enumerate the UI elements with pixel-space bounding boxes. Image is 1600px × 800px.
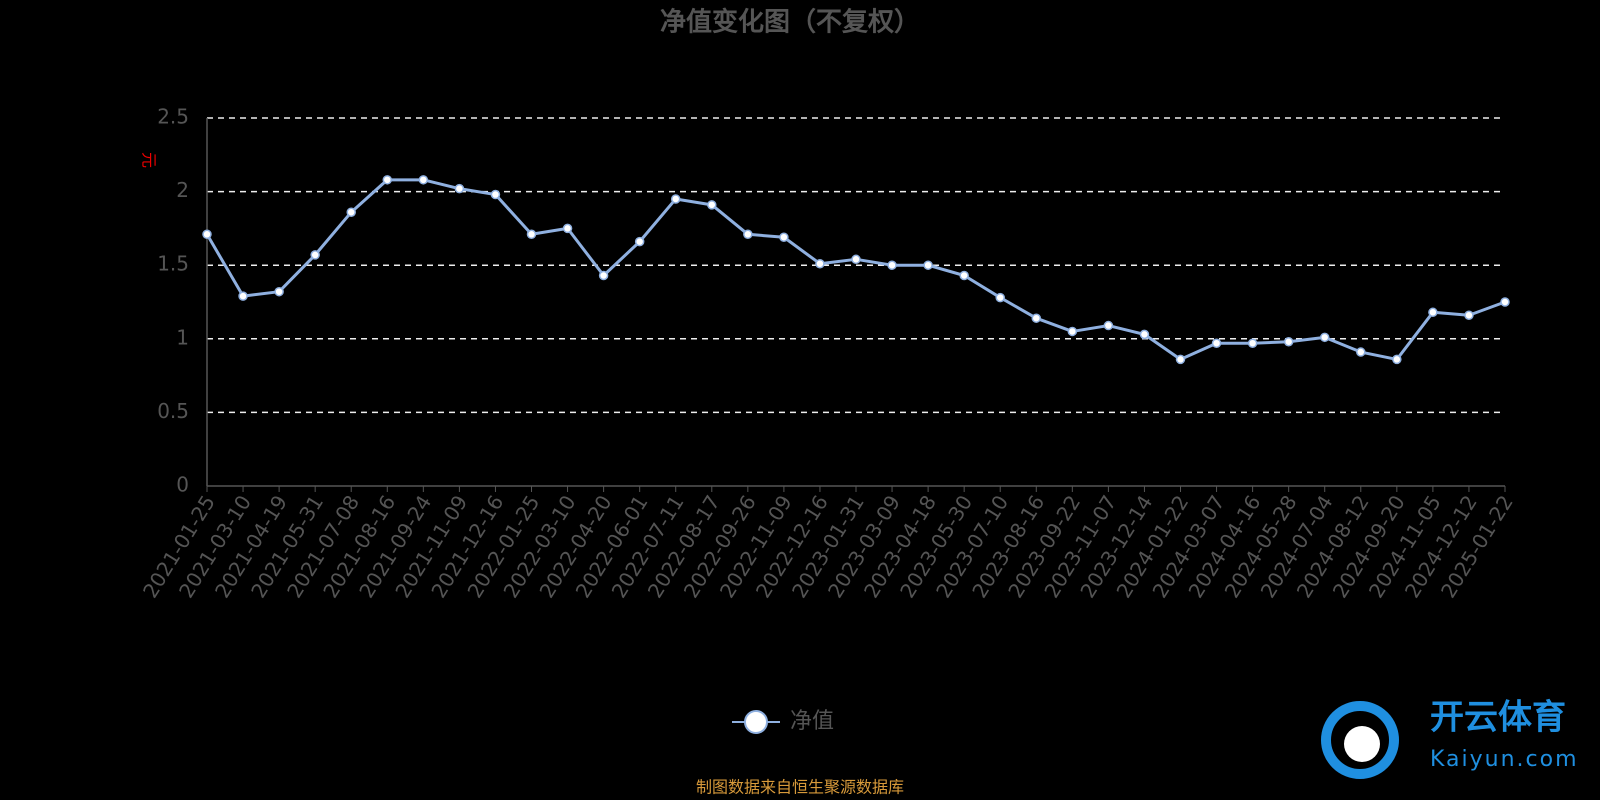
point bbox=[202, 229, 212, 240]
watermark-name: 开云体育 bbox=[1430, 698, 1566, 738]
point bbox=[346, 207, 356, 217]
watermark: 开云体育 Kaiyun.com bbox=[1321, 698, 1579, 779]
y-axis-label: 元 bbox=[140, 152, 159, 168]
y-tick-label: 1 bbox=[176, 325, 189, 349]
point bbox=[1500, 297, 1510, 307]
point bbox=[1283, 336, 1294, 347]
point bbox=[1103, 320, 1114, 331]
legend-label: 净值 bbox=[790, 709, 834, 734]
point bbox=[995, 292, 1005, 303]
y-tick-label: 1.5 bbox=[157, 252, 189, 276]
legend-marker bbox=[744, 710, 768, 734]
point bbox=[670, 194, 681, 204]
point bbox=[1031, 313, 1042, 323]
y-tick-label: 0.5 bbox=[157, 399, 189, 423]
point bbox=[1428, 307, 1438, 318]
point bbox=[238, 291, 248, 301]
point bbox=[779, 232, 789, 242]
point bbox=[887, 260, 897, 270]
logo-ball bbox=[1344, 726, 1380, 762]
point bbox=[1319, 332, 1330, 343]
watermark-site: Kaiyun.com bbox=[1430, 747, 1579, 772]
point bbox=[851, 254, 861, 265]
logo-ring bbox=[1321, 701, 1399, 779]
point bbox=[923, 260, 933, 270]
y-tick-label: 2.5 bbox=[157, 105, 189, 129]
point bbox=[1175, 354, 1186, 365]
y-tick-label: 0 bbox=[176, 473, 189, 497]
point bbox=[310, 250, 320, 260]
point bbox=[490, 189, 501, 200]
point bbox=[418, 175, 429, 185]
point bbox=[454, 183, 465, 194]
chart-title: 净值变化图（不复权） bbox=[660, 7, 920, 38]
point bbox=[1247, 338, 1258, 348]
point bbox=[1139, 329, 1150, 340]
point bbox=[815, 258, 825, 269]
point bbox=[1464, 310, 1474, 320]
point bbox=[1356, 347, 1366, 357]
point bbox=[274, 286, 284, 297]
point bbox=[743, 229, 753, 240]
point bbox=[598, 270, 609, 281]
point bbox=[526, 229, 537, 240]
point bbox=[1211, 338, 1222, 348]
point bbox=[707, 200, 717, 210]
point bbox=[634, 236, 645, 247]
y-tick-label: 2 bbox=[176, 178, 189, 202]
source-note: 制图数据来自恒生聚源数据库 bbox=[696, 778, 904, 797]
point bbox=[382, 175, 393, 185]
point bbox=[1392, 354, 1402, 365]
point bbox=[1067, 326, 1078, 337]
point bbox=[562, 223, 573, 234]
point bbox=[959, 270, 969, 281]
